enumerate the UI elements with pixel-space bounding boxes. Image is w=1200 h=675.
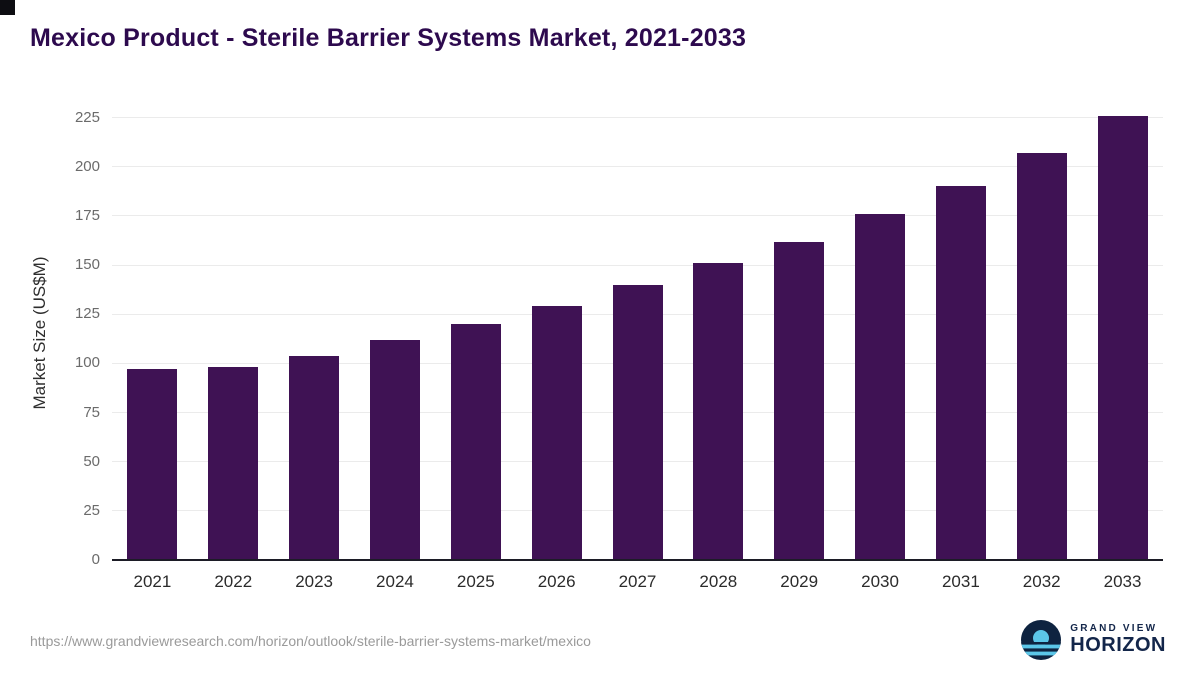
- y-tick-75: 75: [83, 403, 100, 421]
- logo-line2: HORIZON: [1070, 633, 1166, 656]
- y-tick-175: 175: [74, 206, 100, 224]
- y-tick-50: 50: [83, 452, 100, 470]
- bar-2026[interactable]: [531, 306, 582, 560]
- y-tick-25: 25: [83, 501, 100, 519]
- x-tick-2021: 2021: [133, 572, 172, 591]
- x-tick-2023: 2023: [295, 572, 334, 591]
- gridline-200: [112, 166, 1163, 168]
- bar-2031[interactable]: [935, 186, 986, 560]
- x-tick-2029: 2029: [780, 572, 819, 591]
- bar-2025[interactable]: [450, 324, 501, 560]
- x-tick-2028: 2028: [699, 572, 738, 591]
- y-tick-0: 0: [91, 551, 100, 568]
- corner-mark: [0, 0, 15, 15]
- x-tick-2033: 2033: [1103, 572, 1142, 591]
- bar-2023[interactable]: [289, 355, 340, 560]
- x-tick-2027: 2027: [618, 572, 657, 591]
- y-tick-150: 150: [74, 256, 100, 274]
- gridline-225: [112, 117, 1163, 119]
- x-tick-2032: 2032: [1022, 572, 1061, 591]
- bar-2030[interactable]: [855, 213, 906, 560]
- source-url: https://www.grandviewresearch.com/horizo…: [30, 633, 591, 649]
- bar-2029[interactable]: [774, 241, 825, 560]
- y-tick-200: 200: [74, 157, 100, 175]
- x-tick-2022: 2022: [214, 572, 253, 591]
- logo-line1: GRAND VIEW: [1070, 623, 1158, 635]
- gridline-175: [112, 215, 1163, 217]
- y-tick-100: 100: [74, 354, 100, 372]
- chart-title: Mexico Product - Sterile Barrier Systems…: [30, 24, 747, 52]
- x-tick-2025: 2025: [456, 572, 495, 591]
- logo-text: GRAND VIEW HORIZON: [1070, 624, 1166, 656]
- bar-2027[interactable]: [612, 284, 663, 560]
- x-axis-line: [112, 559, 1163, 561]
- x-tick-2024: 2024: [376, 572, 414, 591]
- y-axis-label: Market Size (US$M): [30, 256, 49, 410]
- x-tick-2030: 2030: [861, 572, 899, 591]
- bar-2021[interactable]: [127, 369, 178, 560]
- x-tick-2031: 2031: [941, 572, 980, 591]
- bar-2024[interactable]: [369, 339, 420, 560]
- y-tick-125: 125: [74, 305, 100, 323]
- bar-2022[interactable]: [208, 367, 259, 560]
- bar-2032[interactable]: [1016, 153, 1067, 560]
- bar-2033[interactable]: [1097, 115, 1148, 560]
- gridline-150: [112, 264, 1163, 266]
- bar-2028[interactable]: [693, 263, 744, 560]
- grand-view-horizon-logo: GRAND VIEW HORIZON: [1021, 620, 1166, 660]
- horizon-logo-icon: [1021, 620, 1062, 660]
- y-tick-225: 225: [74, 108, 100, 126]
- x-tick-2026: 2026: [537, 572, 576, 591]
